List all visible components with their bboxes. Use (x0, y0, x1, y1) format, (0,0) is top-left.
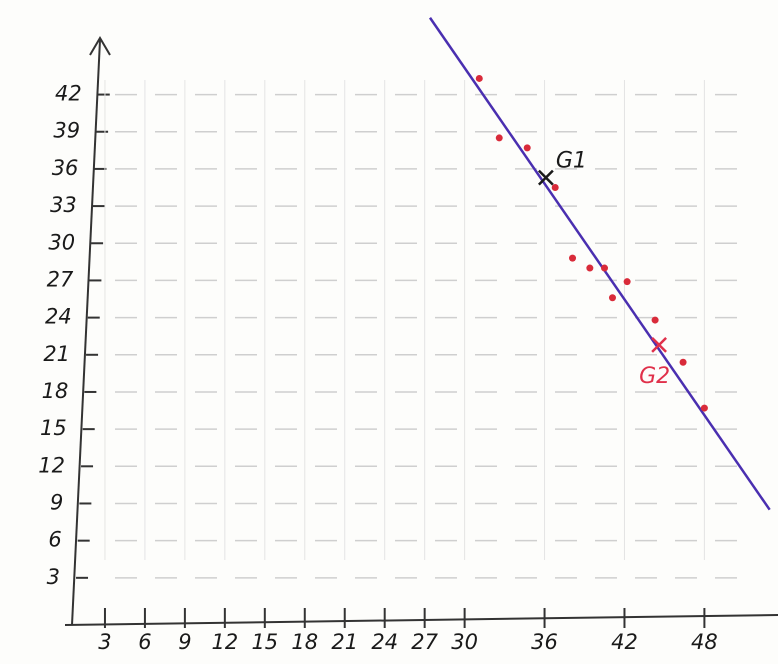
y-tick-label: 21 (43, 342, 70, 366)
y-tick-label: 27 (47, 267, 74, 291)
point (700, 404, 708, 412)
y-tick-label: 39 (53, 119, 80, 143)
y-tick-label: 42 (55, 82, 82, 106)
x-tick-label: 18 (291, 630, 318, 654)
x-axis (64, 614, 778, 626)
x-tick-label: 3 (98, 630, 111, 654)
y-tick-label: 15 (40, 416, 67, 440)
point (600, 264, 608, 272)
annotation-label: G2 (639, 364, 670, 389)
point (679, 358, 687, 366)
y-axis (71, 39, 101, 626)
x-tick-label: 24 (371, 630, 398, 654)
point (475, 74, 483, 82)
y-tick-label: 3 (47, 565, 60, 589)
x-tick-label: 42 (611, 630, 638, 654)
x-tick-label: 21 (331, 630, 358, 654)
y-tick-label: 12 (38, 453, 65, 477)
annotation-marker (651, 336, 667, 353)
point (586, 264, 594, 272)
point (523, 144, 531, 152)
y-tick-label: 33 (50, 193, 77, 217)
y-tick-label: 9 (50, 490, 63, 514)
y-axis-arrow (89, 36, 111, 56)
x-tick-label: 12 (211, 630, 238, 654)
point (623, 278, 631, 286)
y-tick-label: 36 (52, 156, 79, 180)
point (608, 294, 616, 302)
y-tick-label: 6 (48, 528, 61, 552)
x-tick-label: 6 (138, 630, 151, 654)
x-tick-label: 30 (451, 630, 478, 654)
x-tick-label: 48 (691, 630, 718, 654)
point (495, 134, 503, 142)
y-tick-label: 18 (42, 379, 69, 403)
x-tick-label: 9 (178, 630, 191, 654)
annotation-marker (537, 169, 554, 186)
x-tick-label: 36 (531, 630, 558, 654)
point (551, 184, 559, 191)
x-tick-label: 27 (411, 630, 438, 654)
fit-line (428, 17, 771, 511)
point (569, 254, 577, 262)
annotation-label: G1 (556, 149, 587, 174)
y-tick-label: 24 (45, 305, 72, 329)
point (651, 316, 659, 324)
x-tick-label: 15 (251, 630, 278, 654)
y-tick-label: 30 (48, 230, 75, 254)
